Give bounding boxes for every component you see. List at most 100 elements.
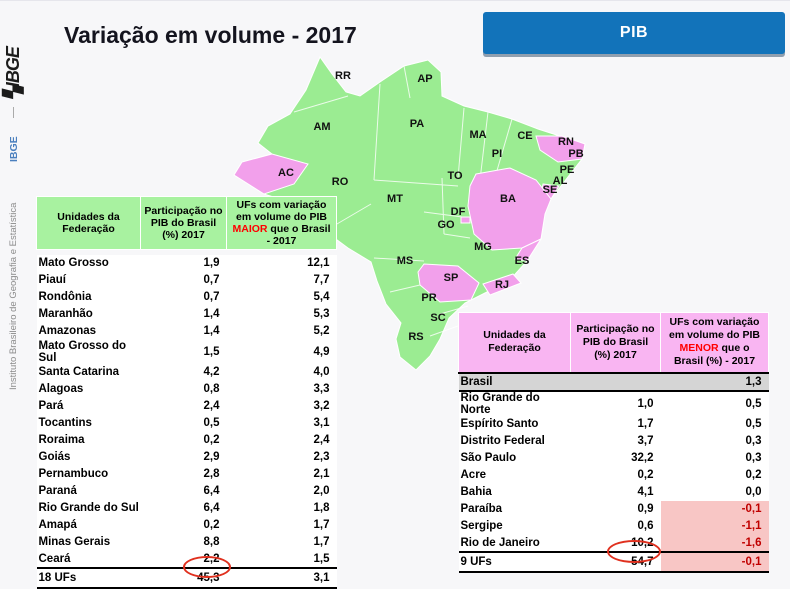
col-header-uf: Unidades da Federação — [36, 196, 141, 250]
table-row: Paraíba 0,9 -0,1 — [458, 500, 769, 518]
pib-share: 3,7 — [570, 432, 661, 450]
state-ac — [233, 153, 309, 195]
pib-share: 0,7 — [140, 271, 227, 289]
col-header-variacao-menor: UFs com variação em volume do PIB MENOR … — [660, 312, 769, 373]
state-label-am: AM — [313, 121, 330, 133]
table-header-row: Unidades da Federação Participação no PI… — [36, 196, 337, 250]
uf-name: Mato Grosso — [36, 254, 141, 272]
uf-name: Acre — [458, 466, 571, 484]
table-row: Rio Grande do Norte 1,0 0,5 — [458, 390, 769, 416]
uf-name: Pará — [36, 397, 141, 415]
state-label-rr: RR — [335, 70, 351, 82]
total-label: 9 UFs — [458, 550, 571, 573]
state-label-df: DF — [451, 206, 466, 218]
table-row: Goiás 2,9 2,3 — [36, 448, 337, 466]
uf-name: Piauí — [36, 271, 141, 289]
table-row: Distrito Federal 3,7 0,3 — [458, 432, 769, 450]
state-label-rj: RJ — [495, 279, 509, 291]
state-rn-pb — [535, 135, 586, 163]
pib-variation: 0,3 — [660, 432, 769, 450]
brazil-choropleth-map: RR AP AM PA MA CE RN PB PE AL SE PI TO AC RO MT BA DF GO MG… — [228, 52, 590, 382]
state-label-sc: SC — [430, 312, 445, 324]
table-row: Bahia 4,1 0,0 — [458, 483, 769, 501]
pib-share: 8,8 — [140, 533, 227, 551]
table-row: Tocantins 0,5 3,1 — [36, 414, 337, 432]
state-label-es: ES — [515, 255, 530, 267]
page-title: Variação em volume - 2017 — [64, 22, 357, 48]
ibge-sidebar: ▚IBGE IBGE Instituto Brasileiro de Geogr… — [0, 0, 30, 588]
table-row: Ceará 2,2 1,5 — [36, 550, 337, 568]
table-header-row: Unidades da Federação Participação no PI… — [458, 312, 769, 373]
total-row-9ufs: 9 UFs 54,7 -0,1 — [458, 550, 769, 573]
table-maior-que-brasil: Unidades da Federação Participação no PI… — [36, 196, 337, 589]
pib-share: 1,0 — [570, 390, 661, 416]
pib-variation: 5,2 — [226, 322, 337, 340]
table-row: Maranhão 1,4 5,3 — [36, 305, 337, 323]
uf-name: Rio de Janeiro — [458, 534, 571, 552]
brasil-reference-row: Brasil 1,3 — [458, 371, 769, 392]
state-label-rn: RN — [558, 136, 574, 148]
uf-name: Distrito Federal — [458, 432, 571, 450]
pib-share: 0,2 — [140, 516, 227, 534]
pib-share: 1,9 — [140, 254, 227, 272]
pib-variation: 3,1 — [226, 414, 337, 432]
state-label-ap: AP — [417, 73, 432, 85]
pib-variation: 1,8 — [226, 499, 337, 517]
table-row: Paraná 6,4 2,0 — [36, 482, 337, 500]
total-share: 54,7 — [570, 550, 661, 573]
state-label-ac: AC — [278, 167, 294, 179]
state-sp — [417, 263, 480, 303]
state-label-ba: BA — [500, 193, 516, 205]
state-label-ma: MA — [469, 129, 486, 141]
table-row: Alagoas 0,8 3,3 — [36, 380, 337, 398]
uf-name: Goiás — [36, 448, 141, 466]
pib-variation: 0,5 — [660, 415, 769, 433]
col-header-participacao: Participação no PIB do Brasil (%) 2017 — [140, 196, 227, 250]
pib-variation: 5,3 — [226, 305, 337, 323]
pib-variation: -1,6 — [660, 534, 769, 552]
brasil-label: Brasil — [458, 371, 571, 392]
pib-share: 1,7 — [570, 415, 661, 433]
pib-share: 2,9 — [140, 448, 227, 466]
state-rj — [482, 273, 522, 296]
uf-name: Rio Grande do Sul — [36, 499, 141, 517]
table-row: Rio Grande do Sul 6,4 1,8 — [36, 499, 337, 517]
total-share: 45,3 — [140, 566, 227, 589]
uf-name: Maranhão — [36, 305, 141, 323]
state-label-al: AL — [553, 175, 568, 187]
pib-variation: -1,1 — [660, 517, 769, 535]
sidebar-divider — [13, 107, 14, 118]
col-header-uf: Unidades da Federação — [458, 312, 571, 373]
uf-name: São Paulo — [458, 449, 571, 467]
table-row: Amazonas 1,4 5,2 — [36, 322, 337, 340]
pib-nav-button[interactable]: PIB — [483, 12, 785, 54]
state-label-pb: PB — [568, 148, 583, 160]
pib-share: 10,2 — [570, 534, 661, 552]
pib-variation: 4,9 — [226, 339, 337, 364]
pib-variation: 12,1 — [226, 254, 337, 272]
menor-highlight: MENOR — [679, 342, 719, 355]
table-row: Espírito Santo 1,7 0,5 — [458, 415, 769, 433]
state-label-pi: PI — [492, 148, 502, 160]
state-label-pa: PA — [410, 118, 425, 130]
uf-name: Minas Gerais — [36, 533, 141, 551]
brasil-share — [570, 371, 661, 392]
pib-share: 0,5 — [140, 414, 227, 432]
pib-variation: 2,4 — [226, 431, 337, 449]
pib-share: 0,2 — [140, 431, 227, 449]
pib-share: 32,2 — [570, 449, 661, 467]
table-row: Roraima 0,2 2,4 — [36, 431, 337, 449]
uf-name: Tocantins — [36, 414, 141, 432]
pib-variation: 0,5 — [660, 390, 769, 416]
uf-name: Amazonas — [36, 322, 141, 340]
table-menor-que-brasil: Unidades da Federação Participação no PI… — [458, 312, 769, 573]
pib-share: 4,2 — [140, 363, 227, 381]
pib-variation: 0,2 — [660, 466, 769, 484]
pib-share: 0,6 — [570, 517, 661, 535]
pib-share: 0,7 — [140, 288, 227, 306]
table-row: Pernambuco 2,8 2,1 — [36, 465, 337, 483]
uf-name: Ceará — [36, 550, 141, 568]
uf-name: Pernambuco — [36, 465, 141, 483]
state-label-sp: SP — [444, 272, 459, 284]
uf-name: Santa Catarina — [36, 363, 141, 381]
